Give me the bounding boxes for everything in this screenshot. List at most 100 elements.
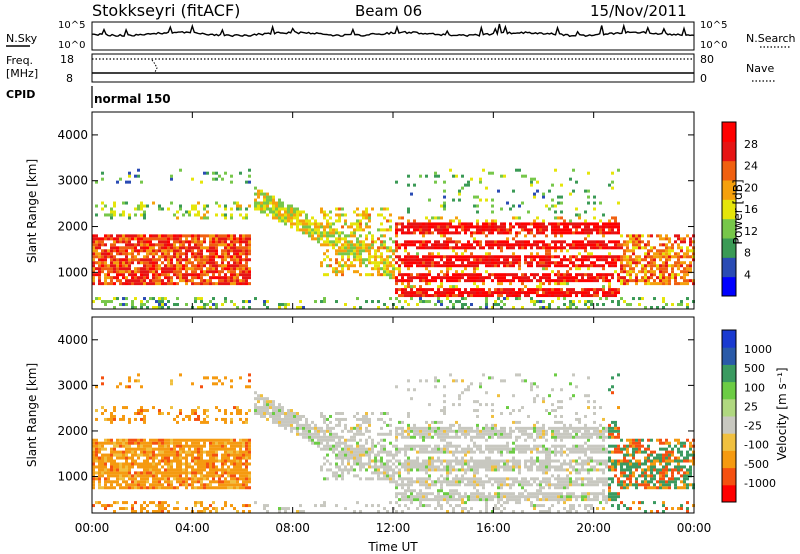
power-cell [266,198,269,202]
power-cell [359,246,362,250]
colorbar-swatch [722,199,736,220]
power-cell [407,174,410,178]
power-cell [104,300,107,304]
power-cell [95,249,98,253]
power-cell [515,258,518,262]
power-cell [641,270,644,274]
power-cell [152,255,155,259]
power-cell [413,240,416,244]
power-cell [524,261,527,265]
power-cell [539,306,542,309]
power-cell [227,237,230,241]
power-cell [497,225,500,229]
power-cell [674,264,677,268]
power-cell [236,240,239,244]
power-cell [518,246,521,250]
velocity-cell [191,441,194,445]
power-cell [497,288,500,292]
power-cell [446,261,449,265]
power-cell [572,243,575,247]
power-cell [605,276,608,280]
power-cell [626,243,629,247]
power-cell [374,267,377,271]
power-cell [629,234,632,238]
velocity-cell [443,412,446,415]
velocity-cell [152,474,155,478]
power-cell [206,255,209,259]
velocity-cell [224,453,227,457]
velocity-cell [134,501,137,505]
power-cell [542,288,545,292]
power-cell [101,201,104,205]
power-cell [536,222,539,226]
velocity-cell [344,447,347,451]
power-cell [146,240,149,244]
velocity-cell [95,453,98,457]
power-cell [380,213,383,217]
velocity-cell [398,459,401,463]
power-cell [314,225,317,229]
power-cell [650,246,653,250]
power-cell [530,288,533,292]
velocity-cell [323,438,326,442]
velocity-cell [278,403,281,407]
velocity-cell [161,438,164,442]
velocity-cell [383,477,386,481]
power-cell [398,267,401,271]
power-cell [626,282,629,286]
power-cell [446,264,449,268]
power-cell [332,231,335,235]
velocity-cell [362,447,365,451]
power-cell [428,198,431,202]
power-cell [416,264,419,268]
power-cell [296,228,299,232]
power-cell [434,279,437,283]
velocity-cell [245,468,248,472]
power-cell [419,222,422,226]
velocity-cell [350,465,353,469]
velocity-cell [101,456,104,460]
power-cell [509,207,512,211]
power-cell [467,291,470,295]
velocity-cell [212,486,215,490]
velocity-cell [152,450,155,454]
power-cell [161,297,164,301]
power-cell [164,237,167,241]
power-cell [545,228,548,232]
power-cell [623,276,626,280]
power-cell [335,270,338,274]
velocity-cell [425,459,428,463]
velocity-cell [197,450,200,454]
velocity-cell [356,441,359,445]
power-cell [239,252,242,256]
power-cell [146,261,149,265]
velocity-cell [389,429,392,433]
power-cell [686,264,689,268]
power-cell [680,261,683,265]
velocity-cell [167,447,170,451]
power-cell [431,231,434,235]
power-cell [494,243,497,247]
power-cell [533,222,536,226]
power-cell [428,222,431,226]
velocity-cell [164,450,167,454]
power-cell [569,306,572,309]
velocity-cell [377,471,380,475]
velocity-cell [170,447,173,451]
power-cell [167,270,170,274]
power-cell [128,180,131,184]
power-cell [374,258,377,262]
velocity-cell [344,450,347,454]
power-cell [467,294,470,298]
power-cell [134,255,137,259]
velocity-cell [161,483,164,487]
power-cell [488,294,491,298]
power-cell [245,213,248,217]
velocity-cell [281,507,284,511]
power-cell [662,297,665,301]
power-cell [671,276,674,280]
power-cell [650,261,653,265]
power-cell [395,282,398,286]
power-cell [95,204,98,208]
